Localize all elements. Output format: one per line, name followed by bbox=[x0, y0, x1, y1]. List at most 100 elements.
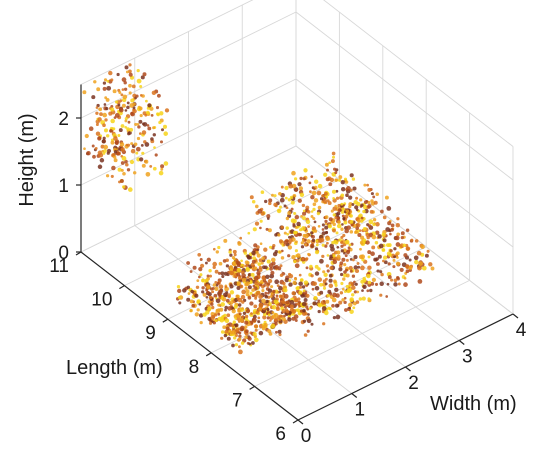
scatter-point bbox=[356, 290, 360, 294]
scatter-point bbox=[274, 317, 278, 322]
scatter-point bbox=[322, 279, 327, 284]
scatter-point bbox=[324, 282, 328, 286]
scatter-point bbox=[289, 304, 294, 309]
scatter-point bbox=[123, 87, 128, 91]
scatter-point bbox=[127, 132, 131, 136]
scatter-point bbox=[308, 307, 312, 310]
scatter-point bbox=[244, 314, 249, 319]
scatter-point bbox=[290, 200, 295, 205]
scatter-point bbox=[377, 254, 382, 259]
scatter-point bbox=[245, 267, 250, 271]
scatter-point bbox=[341, 207, 345, 211]
scatter-point bbox=[186, 297, 191, 302]
scatter-point bbox=[331, 240, 335, 245]
scatter-point bbox=[201, 278, 206, 283]
scatter-point bbox=[331, 155, 336, 159]
scatter-point bbox=[283, 314, 286, 318]
scatter-point bbox=[224, 329, 229, 334]
scatter-point bbox=[321, 243, 325, 247]
scatter-point bbox=[341, 214, 345, 218]
scatter-point bbox=[229, 284, 234, 289]
scatter-point bbox=[335, 196, 340, 200]
scatter-point bbox=[334, 216, 338, 220]
scatter-point bbox=[280, 225, 284, 229]
scatter-point bbox=[207, 300, 211, 304]
scatter-point bbox=[301, 257, 305, 261]
scatter-point bbox=[291, 291, 296, 296]
scatter-point bbox=[159, 140, 164, 144]
scatter-point bbox=[207, 306, 212, 311]
scatter-point bbox=[352, 186, 357, 191]
scatter-point bbox=[332, 222, 336, 227]
scatter-point bbox=[310, 231, 314, 235]
scatter-point bbox=[141, 151, 145, 155]
scatter-point bbox=[345, 193, 349, 198]
scatter-point bbox=[332, 315, 337, 320]
scatter-point bbox=[227, 295, 231, 299]
scatter-point bbox=[241, 307, 244, 310]
scatter-point bbox=[222, 325, 226, 329]
scatter-point bbox=[312, 207, 316, 212]
scatter-point bbox=[205, 295, 209, 299]
scatter-point bbox=[225, 298, 230, 303]
scatter-point bbox=[331, 151, 336, 156]
scatter-point bbox=[328, 217, 333, 222]
scatter-point bbox=[338, 238, 342, 242]
scatter-point bbox=[263, 322, 268, 327]
scatter-point bbox=[324, 225, 329, 230]
scatter-point bbox=[308, 181, 312, 185]
scatter-point bbox=[113, 158, 118, 163]
scatter-point bbox=[361, 289, 364, 292]
scatter-point bbox=[204, 261, 208, 265]
scatter-point bbox=[393, 282, 398, 287]
scatter-point bbox=[357, 232, 362, 238]
scatter-point bbox=[233, 336, 237, 340]
scatter-point bbox=[128, 72, 133, 77]
scatter-point bbox=[119, 99, 123, 103]
x-tick-mark bbox=[458, 340, 465, 345]
scatter-point bbox=[239, 325, 245, 331]
scatter-point bbox=[344, 239, 350, 245]
scatter-point bbox=[121, 156, 127, 161]
scatter-point bbox=[374, 282, 379, 286]
scatter-point bbox=[386, 282, 390, 286]
scatter-point bbox=[276, 306, 280, 310]
scatter-point bbox=[307, 225, 310, 228]
scatter-point bbox=[151, 90, 157, 96]
scatter-point bbox=[355, 208, 359, 212]
scatter-point bbox=[235, 328, 240, 333]
scatter-point bbox=[336, 245, 340, 249]
scatter-point bbox=[382, 255, 388, 260]
scatter-point bbox=[280, 185, 284, 189]
scatter-point bbox=[99, 112, 103, 116]
scatter-point bbox=[264, 291, 268, 295]
scatter-point bbox=[223, 313, 227, 318]
scatter-point bbox=[277, 329, 282, 334]
scatter-point bbox=[238, 334, 242, 338]
scatter-point bbox=[129, 127, 134, 132]
scatter-point bbox=[254, 204, 259, 209]
scatter-point bbox=[328, 278, 333, 283]
scatter-point bbox=[244, 320, 249, 325]
scatter-point bbox=[312, 202, 317, 207]
scatter-point bbox=[349, 220, 354, 224]
scatter-point bbox=[298, 290, 303, 295]
scatter-point bbox=[328, 307, 332, 311]
scatter-point bbox=[382, 215, 387, 220]
scatter-point bbox=[334, 204, 338, 208]
scatter-point bbox=[201, 286, 205, 290]
scatter-point bbox=[252, 331, 257, 337]
scatter-point bbox=[325, 177, 330, 182]
scatter-point bbox=[362, 284, 367, 290]
scatter-point bbox=[288, 279, 292, 282]
scatter-point bbox=[324, 222, 328, 226]
scatter-point bbox=[303, 168, 308, 173]
scatter-point bbox=[336, 223, 342, 229]
scatter-point bbox=[309, 190, 312, 194]
back-wall-grid-line bbox=[80, 78, 297, 186]
scatter-point bbox=[310, 322, 314, 326]
y-tick-mark bbox=[119, 285, 125, 290]
scatter-point bbox=[212, 261, 218, 267]
scatter-point bbox=[330, 159, 335, 164]
scatter-point bbox=[198, 267, 203, 272]
